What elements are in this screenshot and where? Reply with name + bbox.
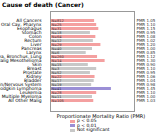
svg-text:Larynx: Larynx <box>26 50 42 56</box>
svg-text:N=11: N=11 <box>51 95 62 100</box>
svg-text:N=812: N=812 <box>51 19 64 24</box>
svg-text:N=22: N=22 <box>51 75 62 80</box>
svg-text:PMR 1.15: PMR 1.15 <box>136 26 156 32</box>
svg-text:Multiple Myeloma: Multiple Myeloma <box>1 94 42 100</box>
svg-text:PMR 1.20: PMR 1.20 <box>136 42 156 48</box>
svg-text:N=18: N=18 <box>51 31 62 36</box>
svg-text:Breast: Breast <box>27 66 42 72</box>
svg-text:Prostate: Prostate <box>23 70 42 76</box>
svg-text:Skin: Skin <box>31 62 42 68</box>
svg-text:N=105: N=105 <box>52 99 64 103</box>
svg-text:N=52: N=52 <box>51 71 62 76</box>
svg-text:PMR 1.30: PMR 1.30 <box>136 58 156 64</box>
svg-text:Liver: Liver <box>30 42 42 48</box>
svg-text:N=260: N=260 <box>51 55 64 60</box>
svg-text:PMR 0.95: PMR 0.95 <box>136 70 156 76</box>
svg-text:N=6: N=6 <box>51 51 60 56</box>
svg-text:N=31: N=31 <box>51 27 62 32</box>
html-text:Not significant: Not significant <box>77 127 110 133</box>
svg-text:PMR 1.02: PMR 1.02 <box>136 38 156 44</box>
svg-text:PMR 0.98: PMR 0.98 <box>136 82 156 88</box>
svg-text:Bladder: Bladder <box>24 78 42 84</box>
svg-text:PMR 0.90: PMR 0.90 <box>136 62 156 68</box>
svg-text:Stomach: Stomach <box>21 30 42 36</box>
svg-text:N=29: N=29 <box>51 43 62 48</box>
svg-text:N=19: N=19 <box>51 83 62 88</box>
svg-text:PMR 0.95: PMR 0.95 <box>136 30 156 36</box>
svg-text:N=40: N=40 <box>51 47 62 52</box>
html-text:p < 0.01: p < 0.01 <box>77 122 97 128</box>
svg-text:Esophagus: Esophagus <box>17 26 42 32</box>
svg-text:N=15: N=15 <box>51 63 62 68</box>
svg-text:PMR 1.04: PMR 1.04 <box>136 78 156 84</box>
svg-text:N=28: N=28 <box>51 91 62 96</box>
svg-text:All Cancers: All Cancers <box>16 18 42 24</box>
svg-text:PMR 1.10: PMR 1.10 <box>136 66 156 72</box>
svg-text:Kidney: Kidney <box>26 74 42 80</box>
html-text:Proportionate Mortality Ratio: Proportionate Mortality Ratio (PMR) <box>56 113 146 119</box>
svg-text:N=14: N=14 <box>51 59 62 64</box>
svg-text:Leukemia: Leukemia <box>19 90 42 96</box>
svg-text:All Other Malig: All Other Malig <box>8 98 41 103</box>
svg-text:PMR 1.08: PMR 1.08 <box>136 34 156 40</box>
svg-text:N=17: N=17 <box>51 79 62 84</box>
svg-text:PMR 1.00: PMR 1.00 <box>136 46 156 52</box>
svg-text:PMR 1.10: PMR 1.10 <box>136 90 156 96</box>
svg-text:Rectum: Rectum <box>24 38 42 44</box>
html-text:Cause of death (Cancer): Cause of death (Cancer) <box>2 1 84 8</box>
svg-text:Colon: Colon <box>28 34 42 40</box>
html-text:p < 0.05: p < 0.05 <box>77 118 97 123</box>
svg-text:Oral Cav, Pharynx: Oral Cav, Pharynx <box>0 22 42 28</box>
svg-text:PMR 1.10: PMR 1.10 <box>136 22 156 28</box>
svg-text:Pancreas: Pancreas <box>21 46 42 52</box>
svg-text:PMR 1.05: PMR 1.05 <box>136 18 156 24</box>
svg-text:PMR 1.03: PMR 1.03 <box>137 98 156 103</box>
svg-text:PMR 1.12: PMR 1.12 <box>136 54 156 60</box>
svg-text:N=25: N=25 <box>51 23 62 28</box>
svg-text:PMR 1.45: PMR 1.45 <box>136 86 156 92</box>
svg-text:N=12: N=12 <box>51 39 62 44</box>
svg-text:PMR 1.06: PMR 1.06 <box>136 74 156 80</box>
svg-text:PMR 1.00: PMR 1.00 <box>136 94 156 100</box>
svg-text:PMR 0.85: PMR 0.85 <box>136 50 156 56</box>
svg-text:N=3: N=3 <box>51 67 60 72</box>
svg-text:N=41: N=41 <box>51 87 62 92</box>
svg-text:N=64: N=64 <box>51 35 62 40</box>
